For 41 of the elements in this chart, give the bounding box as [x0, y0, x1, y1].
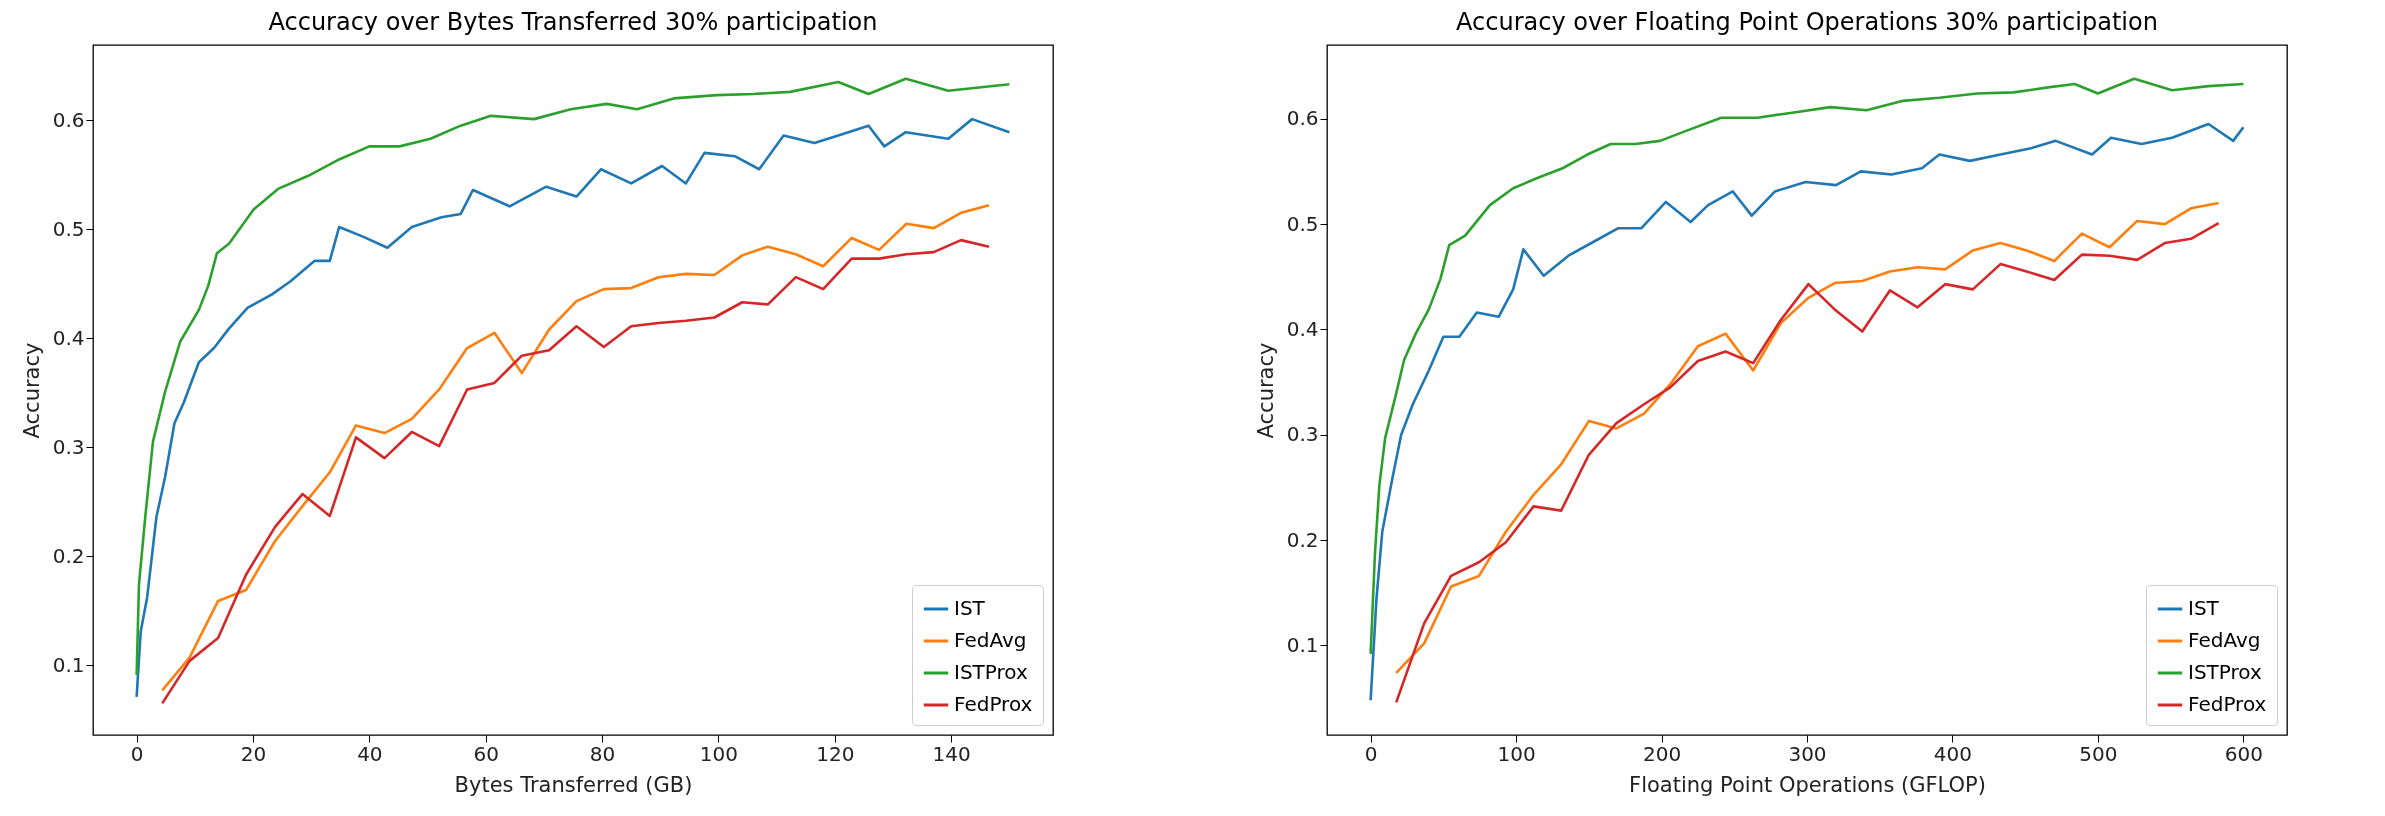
- legend-label: FedProx: [2188, 692, 2267, 716]
- y-tick-label: 0.3: [52, 434, 85, 459]
- x-tick-label: 500: [2079, 741, 2118, 766]
- x-tick-label: 400: [1933, 741, 1973, 766]
- legend-label: FedAvg: [2188, 628, 2261, 652]
- x-tick-label: 140: [932, 741, 971, 766]
- y-tick-label: 0.4: [1286, 316, 1319, 341]
- x-tick-label: 100: [699, 741, 739, 766]
- x-axis-title: Bytes Transferred (GB): [454, 772, 693, 797]
- legend-label: ISTProx: [954, 660, 1028, 684]
- x-axis-title: Floating Point Operations (GFLOP): [1629, 772, 1986, 797]
- y-axis-title: Accuracy: [19, 342, 44, 439]
- x-tick-label: 40: [357, 741, 383, 766]
- y-tick-label: 0.5: [1286, 211, 1319, 236]
- y-tick-label: 0.2: [52, 543, 85, 568]
- x-tick-label: 600: [2224, 741, 2263, 766]
- legend-label: IST: [954, 596, 986, 620]
- x-tick-label: 60: [473, 741, 499, 766]
- x-tick-label: 20: [240, 741, 267, 766]
- x-tick-label: 300: [1788, 741, 1827, 766]
- x-tick-label: 0: [1364, 741, 1378, 766]
- legend-label: FedAvg: [954, 628, 1027, 652]
- x-tick-label: 80: [589, 741, 616, 766]
- chart-title: Accuracy over Floating Point Operations 30% participation: [1456, 8, 2158, 36]
- y-tick-label: 0.1: [1286, 632, 1319, 657]
- y-tick-label: 0.6: [1286, 106, 1319, 131]
- chart-title: Accuracy over Bytes Transferred 30% participation: [268, 8, 878, 36]
- legend-label: IST: [2188, 596, 2220, 620]
- legend-label: ISTProx: [2188, 660, 2262, 684]
- x-tick-label: 100: [1497, 741, 1536, 766]
- y-tick-label: 0.2: [1286, 527, 1319, 552]
- x-tick-label: 0: [130, 741, 144, 766]
- x-tick-label: 120: [816, 741, 855, 766]
- y-axis-title: Accuracy: [1253, 342, 1278, 439]
- x-tick-label: 200: [1642, 741, 1682, 766]
- y-tick-label: 0.1: [52, 652, 85, 677]
- y-tick-label: 0.6: [52, 107, 85, 132]
- y-tick-label: 0.4: [52, 325, 85, 350]
- y-tick-label: 0.3: [1286, 422, 1319, 447]
- y-tick-label: 0.5: [52, 216, 85, 241]
- legend-label: FedProx: [954, 692, 1033, 716]
